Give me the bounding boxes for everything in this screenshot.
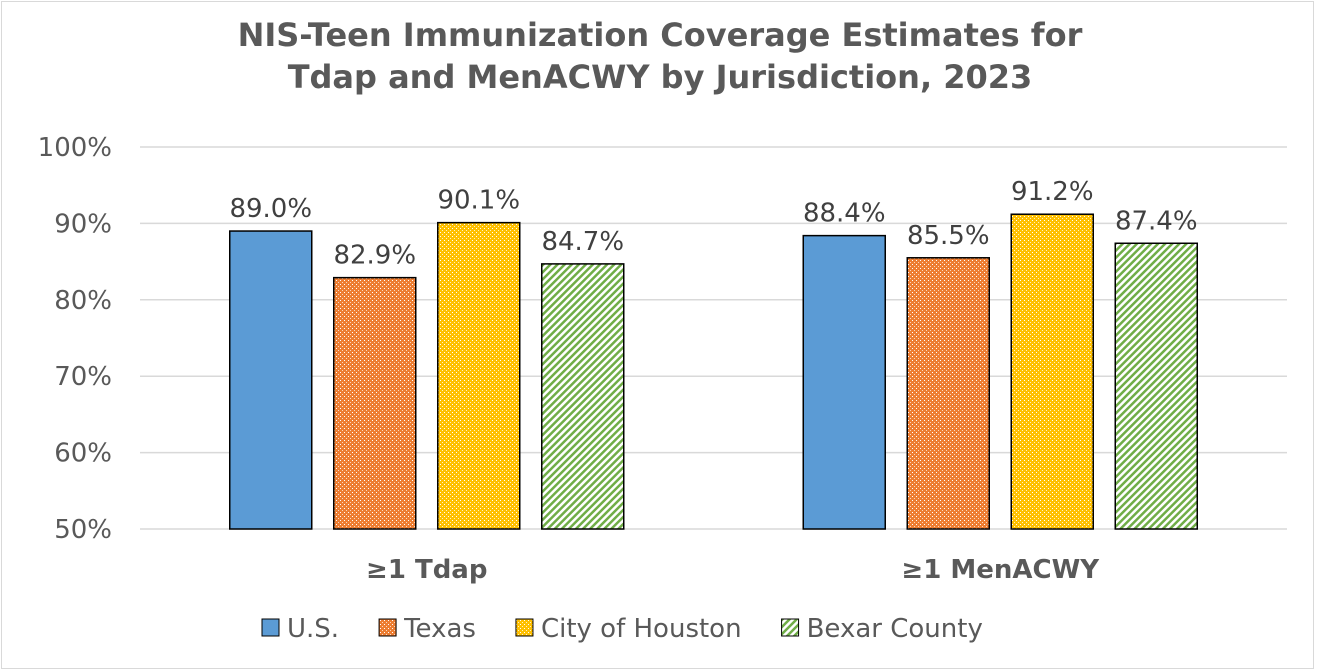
bar [1010, 213, 1094, 530]
legend-swatch [781, 618, 800, 637]
data-label: 89.0% [229, 194, 312, 224]
y-tick-label: 70% [54, 362, 112, 392]
bar [906, 257, 990, 530]
bar [802, 234, 886, 530]
legend-label: Bexar County [807, 614, 983, 644]
legend-label: Texas [403, 614, 476, 644]
y-tick-label: 80% [54, 286, 112, 316]
y-tick-label: 100% [38, 133, 112, 163]
bar [437, 221, 521, 530]
legend-label: City of Houston [541, 614, 742, 644]
data-label: 85.5% [907, 221, 990, 251]
legend-swatch [378, 618, 397, 637]
data-label: 91.2% [1011, 177, 1094, 207]
bar [1114, 242, 1198, 530]
bar [333, 276, 417, 530]
data-label: 84.7% [541, 227, 624, 257]
category-label: ≥1 MenACWY [901, 555, 1100, 585]
legend-label: U.S. [287, 614, 339, 644]
legend-swatch [261, 618, 280, 637]
data-label: 82.9% [333, 241, 416, 271]
y-tick-label: 60% [54, 439, 112, 469]
y-tick-label: 50% [54, 515, 112, 545]
data-label: 90.1% [437, 186, 520, 216]
category-label: ≥1 Tdap [366, 555, 487, 585]
data-label: 88.4% [803, 199, 886, 229]
bar [541, 263, 625, 530]
data-label: 87.4% [1115, 206, 1198, 236]
bar [229, 230, 313, 530]
y-tick-label: 90% [54, 209, 112, 239]
chart-title-line-2: Tdap and MenACWY by Jurisdiction, 2023 [288, 58, 1033, 96]
chart-title-line-1: NIS-Teen Immunization Coverage Estimates… [238, 16, 1083, 54]
legend-swatch [515, 618, 534, 637]
